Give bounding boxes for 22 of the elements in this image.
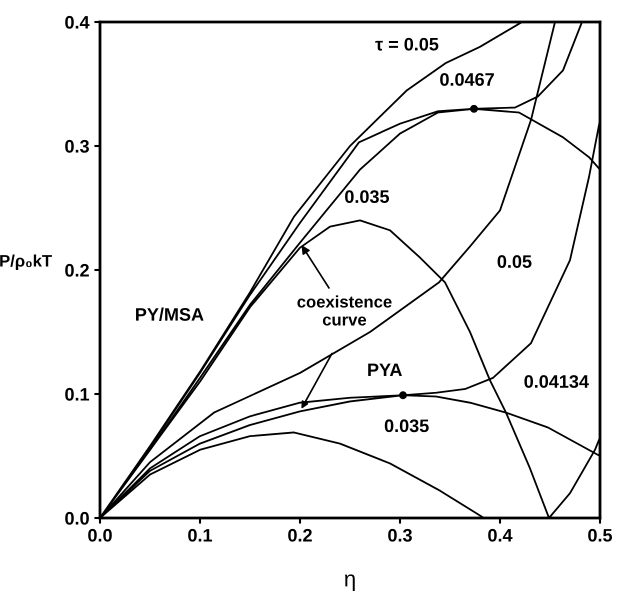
y-tick-label: 0.1 xyxy=(65,388,90,401)
y-tick-label: 0.2 xyxy=(65,264,89,277)
annotation: 0.05 xyxy=(498,255,532,268)
annotation: PYA xyxy=(368,364,402,376)
y-tick-label: 0.0 xyxy=(65,512,89,525)
annotation: 0.0467 xyxy=(440,73,494,86)
annotation: 0.04134 xyxy=(524,375,589,388)
annotation: 0.035 xyxy=(384,419,429,432)
annotation: 0.035 xyxy=(345,190,390,204)
x-tick-label: 0.0 xyxy=(88,528,112,542)
annotation: τ = 0.05 xyxy=(375,38,438,51)
y-tick-label: 0.3 xyxy=(65,140,89,153)
x-tick-label: 0.4 xyxy=(488,528,512,542)
x-tick-label: 0.2 xyxy=(288,528,312,542)
y-axis-title: P/ρ₀kT xyxy=(0,254,52,270)
x-axis-title: η xyxy=(344,574,355,591)
x-tick-label: 0.3 xyxy=(388,528,412,542)
x-tick-label: 0.5 xyxy=(588,528,612,542)
annotation: coexistence curve xyxy=(297,295,392,326)
x-tick-label: 0.1 xyxy=(188,528,212,542)
annotation: PY/MSA xyxy=(136,308,204,322)
y-tick-label: 0.4 xyxy=(65,16,90,29)
